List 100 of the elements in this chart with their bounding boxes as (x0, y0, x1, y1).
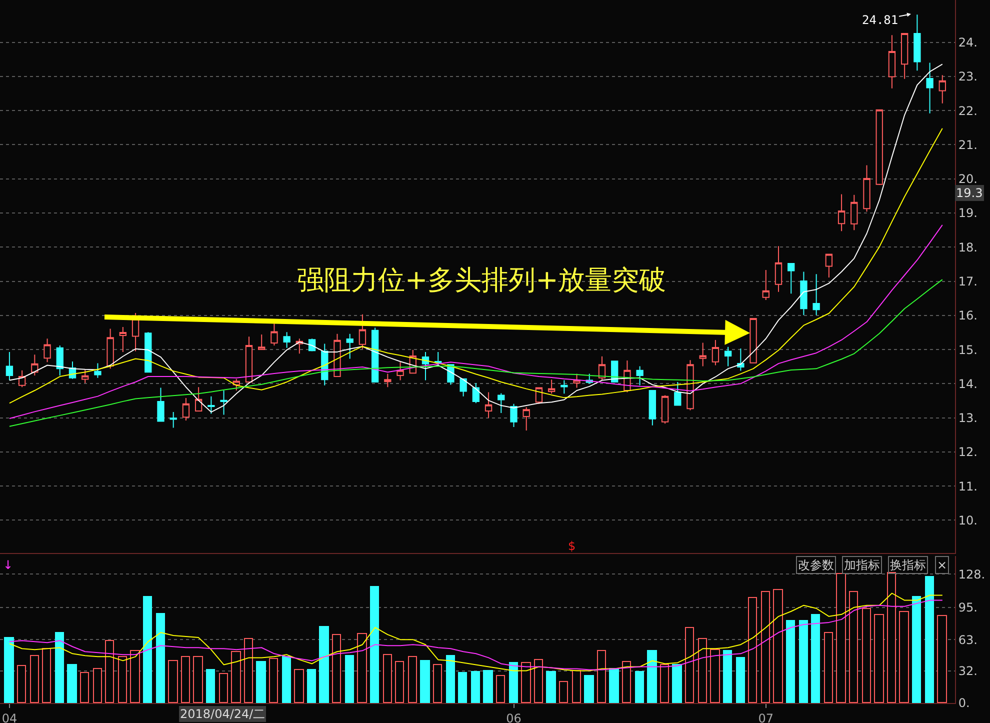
bar (912, 596, 921, 703)
candlestick (548, 379, 556, 394)
text: 19.3 (956, 186, 983, 200)
bar (521, 662, 531, 703)
bar (534, 659, 543, 703)
bar (685, 627, 694, 703)
bar (874, 614, 884, 703)
annotation: 换指标 (890, 558, 926, 572)
candlestick (94, 362, 102, 378)
candlestick (838, 194, 846, 232)
bar (471, 671, 480, 703)
candlestick (371, 327, 379, 382)
candlestick (573, 373, 580, 388)
y-tick-label: 23. (958, 70, 978, 84)
candlestick (863, 164, 870, 212)
candlestick (170, 412, 177, 428)
bar (546, 671, 556, 703)
x-tick-label: 06 (506, 711, 522, 723)
y-tick-label: 15. (958, 342, 978, 357)
y-tick-label: 12. (958, 445, 978, 460)
bar (483, 670, 493, 703)
candlestick (522, 406, 530, 431)
line-series (8, 64, 943, 413)
bar (118, 656, 127, 703)
bar (105, 640, 114, 703)
candlestick (510, 403, 518, 428)
candlestick (157, 387, 164, 422)
line-series (8, 128, 943, 404)
bar (383, 654, 392, 703)
bar (710, 649, 720, 703)
candlestick (44, 338, 51, 363)
y-tick-label: 95. (958, 600, 978, 615)
bar (42, 648, 51, 703)
candlestick (674, 381, 682, 406)
candlestick (724, 346, 732, 367)
bar (887, 572, 896, 703)
candlestick (220, 390, 228, 416)
bar (698, 638, 707, 703)
candlestick (18, 370, 26, 388)
candlestick (358, 314, 366, 350)
bar (572, 670, 581, 703)
bar (836, 573, 846, 703)
bar (799, 620, 808, 703)
bar (307, 669, 316, 703)
bar (269, 658, 278, 703)
candlestick (82, 369, 89, 384)
annotation: × (937, 558, 948, 572)
bar (294, 669, 304, 703)
candlestick (245, 336, 253, 384)
candlestick (825, 254, 833, 278)
candlestick (699, 342, 706, 367)
bar (925, 576, 934, 703)
bar (937, 615, 947, 703)
bar (408, 656, 417, 703)
bar (458, 672, 467, 703)
candlestick (258, 334, 266, 350)
bar (282, 656, 291, 703)
y-tick-label: 0. (958, 696, 970, 710)
annotation: ↓ (3, 558, 14, 572)
y-tick-label: 63. (958, 632, 978, 647)
y-tick-label: 24. (958, 36, 978, 50)
annotation: 强阻力位+多头排列+放量突破 (297, 265, 666, 296)
candlestick (6, 351, 14, 381)
y-tick-label: 22. (958, 104, 978, 118)
bar (332, 634, 341, 703)
line-series (8, 224, 943, 419)
y-tick-label: 17. (958, 274, 978, 288)
candlestick (396, 362, 404, 381)
bar (319, 626, 329, 703)
candlestick (850, 194, 858, 231)
y-tick-label: 19. (958, 206, 978, 220)
bar (4, 637, 14, 703)
bar (647, 650, 657, 703)
x-tick-label: 07 (758, 711, 774, 723)
bar (17, 665, 26, 703)
annotation: 改参数 (798, 558, 834, 572)
candlestick (648, 390, 656, 426)
bar (899, 611, 909, 703)
bar (244, 638, 253, 703)
candlestick (283, 332, 290, 348)
candlestick (598, 356, 606, 381)
bar (723, 650, 732, 703)
bar (256, 661, 266, 703)
bar (849, 591, 858, 703)
bar (736, 657, 745, 703)
candlestick (712, 339, 720, 366)
candlestick (636, 366, 644, 386)
y-tick-label: 11. (958, 479, 978, 494)
y-tick-label: 14. (958, 376, 978, 391)
bar (143, 596, 152, 703)
bar (357, 633, 367, 703)
bar (748, 597, 757, 703)
bar (193, 656, 203, 703)
bar (496, 675, 505, 703)
candlestick (788, 263, 795, 294)
candlestick (812, 274, 820, 316)
bar (862, 608, 871, 703)
bar (30, 655, 39, 703)
y-tick-label: 16. (958, 308, 978, 323)
candlestick (144, 332, 152, 373)
